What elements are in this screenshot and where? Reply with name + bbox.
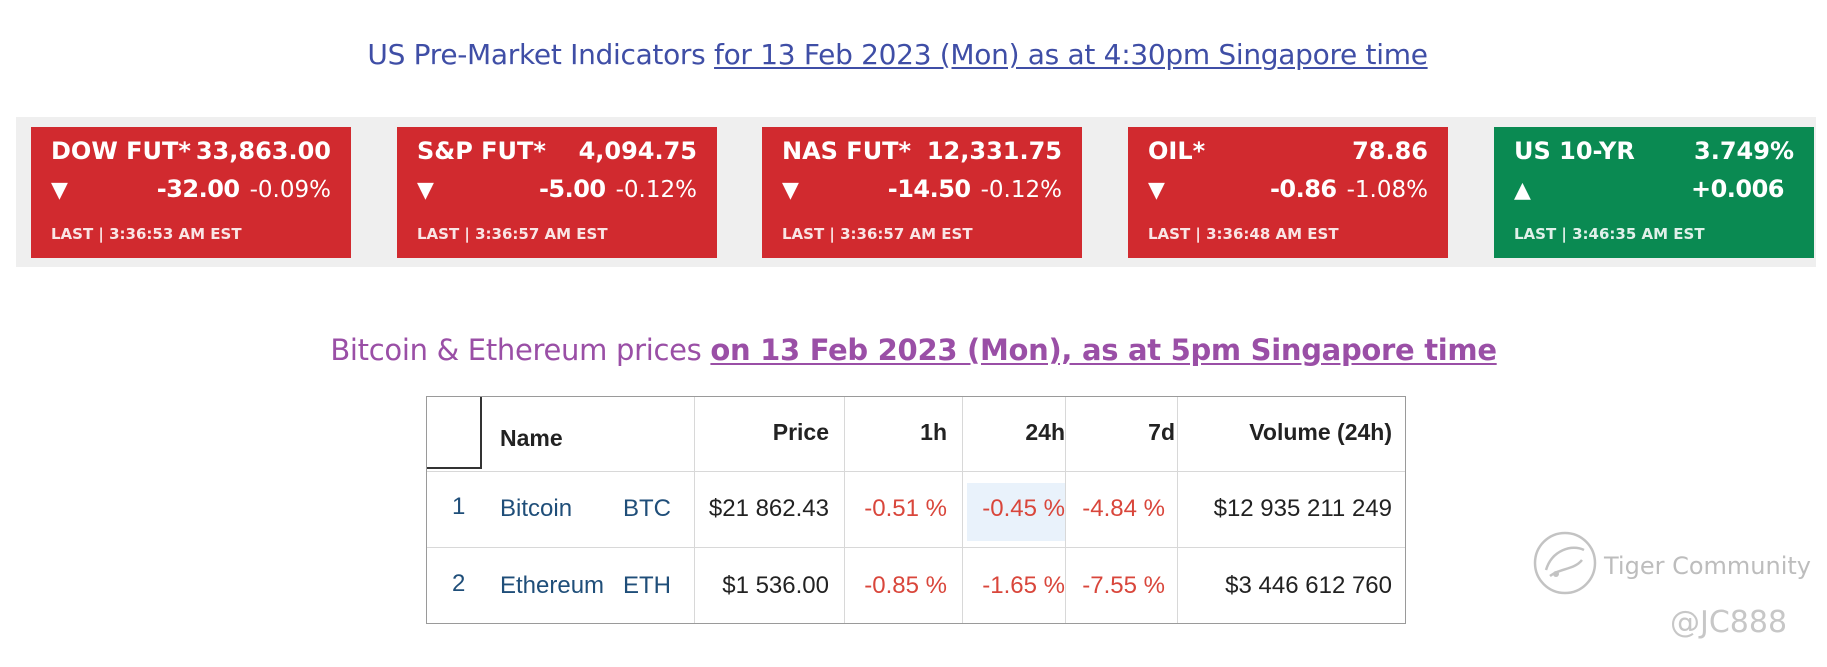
- row-rank: 1: [452, 493, 466, 520]
- us-title-prefix: US Pre-Market Indicators: [367, 38, 715, 71]
- header-name[interactable]: Name: [500, 425, 563, 451]
- indicator-name: DOW FUT*: [51, 137, 191, 165]
- tiger-community-watermark: Tiger Community: [1532, 530, 1822, 600]
- indicator-change: +0.006: [1690, 175, 1785, 203]
- crypto-price-table: Name Price 1h 24h 7d Volume (24h) 1 Bitc…: [426, 396, 1406, 624]
- row-change-1h: -0.51 %: [864, 495, 947, 522]
- row-change-7d: -7.55 %: [1082, 572, 1165, 599]
- indicator-name: OIL*: [1148, 137, 1206, 165]
- header-volume[interactable]: Volume (24h): [1249, 419, 1392, 445]
- row-volume: $3 446 612 760: [1225, 572, 1392, 599]
- table-row[interactable]: 1 Bitcoin BTC $21 862.43 -0.51 % -0.45 %…: [427, 471, 1405, 548]
- indicator-value: 33,863.00: [195, 137, 331, 165]
- row-change-24h: -0.45 %: [982, 495, 1065, 522]
- watermark-brand: Tiger Community: [1604, 552, 1811, 580]
- row-volume: $12 935 211 249: [1213, 495, 1392, 522]
- indicator-last-time: LAST | 3:36:48 AM EST: [1148, 225, 1339, 243]
- watermark-handle: @JC888: [1670, 605, 1788, 640]
- indicator-percent: -0.12%: [980, 177, 1062, 203]
- table-row[interactable]: 2 Ethereum ETH $1 536.00 -0.85 % -1.65 %…: [427, 548, 1405, 624]
- indicator-value: 3.749%: [1694, 137, 1794, 165]
- row-price: $21 862.43: [708, 495, 829, 522]
- down-arrow-icon: ▼: [1148, 178, 1165, 203]
- crypto-prices-title: Bitcoin & Ethereum prices on 13 Feb 2023…: [0, 333, 1827, 367]
- row-change-7d: -4.84 %: [1082, 495, 1165, 522]
- indicator-percent: -0.09%: [249, 177, 331, 203]
- table-header-row: Name Price 1h 24h 7d Volume (24h): [427, 397, 1405, 472]
- indicator-value: 78.86: [1352, 137, 1428, 165]
- indicator-last-time: LAST | 3:36:57 AM EST: [782, 225, 973, 243]
- indicator-change: -32.00: [156, 175, 240, 203]
- indicator-last-time: LAST | 3:36:53 AM EST: [51, 225, 242, 243]
- header-24h[interactable]: 24h: [1025, 419, 1065, 445]
- row-price: $1 536.00: [722, 572, 829, 599]
- row-change-1h: -0.85 %: [864, 572, 947, 599]
- indicator-card-nas[interactable]: NAS FUT* 12,331.75 ▼ -14.50 -0.12% LAST | 3…: [762, 127, 1082, 258]
- indicator-name: NAS FUT*: [782, 137, 912, 165]
- up-arrow-icon: ▲: [1514, 178, 1531, 203]
- indicator-last-time: LAST | 3:46:35 AM EST: [1514, 225, 1705, 243]
- down-arrow-icon: ▼: [51, 178, 68, 203]
- row-coin-symbol: ETH: [623, 572, 671, 599]
- down-arrow-icon: ▼: [417, 178, 434, 203]
- table-corner: [427, 397, 482, 469]
- indicator-percent: -1.08%: [1346, 177, 1428, 203]
- tiger-logo-icon: [1533, 531, 1597, 595]
- indicator-card-oil[interactable]: OIL* 78.86 ▼ -0.86 -1.08% LAST | 3:36:48 AM…: [1128, 127, 1448, 258]
- row-coin-name[interactable]: Ethereum: [500, 572, 605, 599]
- row-rank: 2: [452, 570, 466, 597]
- column-divider: [844, 397, 845, 623]
- indicator-change: -0.86: [1269, 175, 1337, 203]
- column-divider: [1065, 397, 1066, 623]
- us-premarket-title: US Pre-Market Indicators for 13 Feb 2023…: [0, 38, 1795, 71]
- indicator-change: -14.50: [887, 175, 971, 203]
- crypto-title-prefix: Bitcoin & Ethereum prices: [330, 333, 711, 367]
- crypto-title-date-link[interactable]: on 13 Feb 2023 (Mon), as at 5pm Singapor…: [710, 333, 1497, 367]
- header-price[interactable]: Price: [772, 419, 829, 445]
- indicator-name: S&P FUT*: [417, 137, 546, 165]
- column-divider: [694, 397, 695, 623]
- indicator-card-dow[interactable]: DOW FUT* 33,863.00 ▼ -32.00 -0.09% LAST | 3…: [31, 127, 351, 258]
- indicator-value: 4,094.75: [578, 137, 697, 165]
- indicator-percent: -0.12%: [615, 177, 697, 203]
- indicator-card-sp[interactable]: S&P FUT* 4,094.75 ▼ -5.00 -0.12% LAST | 3:3…: [397, 127, 717, 258]
- indicator-value: 12,331.75: [926, 137, 1062, 165]
- column-divider: [962, 397, 963, 623]
- column-divider: [1177, 397, 1178, 623]
- row-coin-symbol: BTC: [623, 495, 671, 522]
- indicator-name: US 10-YR: [1514, 137, 1635, 165]
- row-coin-name[interactable]: Bitcoin: [500, 495, 573, 522]
- indicator-last-time: LAST | 3:36:57 AM EST: [417, 225, 608, 243]
- highlight-cell: [967, 483, 1065, 541]
- row-change-24h: -1.65 %: [982, 572, 1065, 599]
- indicator-card-us10yr[interactable]: US 10-YR 3.749% ▲ +0.006 LAST | 3:46:35 AM…: [1494, 127, 1814, 258]
- down-arrow-icon: ▼: [782, 178, 799, 203]
- header-7d[interactable]: 7d: [1148, 419, 1175, 445]
- header-1h[interactable]: 1h: [920, 419, 947, 445]
- us-title-date-link[interactable]: for 13 Feb 2023 (Mon) as at 4:30pm Singa…: [714, 38, 1428, 71]
- indicator-change: -5.00: [538, 175, 606, 203]
